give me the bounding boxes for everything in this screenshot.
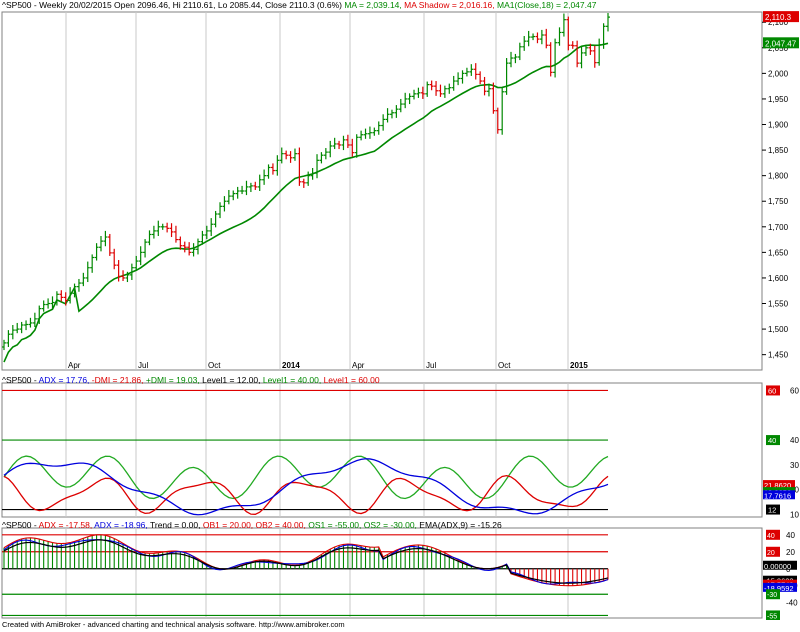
y-tick-label: 2,000 bbox=[768, 69, 789, 78]
level-tag bbox=[766, 610, 780, 621]
y-tick-label: 1,600 bbox=[768, 274, 789, 283]
adx-frame bbox=[1, 382, 763, 518]
value-tag bbox=[763, 480, 795, 490]
header-segment: OS2 = -30.00, bbox=[363, 520, 420, 530]
header-segment: ^SP500 - bbox=[2, 520, 39, 530]
level-tag-label: 60 bbox=[768, 386, 776, 395]
y-tick-label: -40 bbox=[786, 599, 798, 608]
value-tag-label: 2,110.3 bbox=[765, 13, 792, 22]
y-tick-label: 1,950 bbox=[768, 95, 789, 104]
oscillator-panel: ^SP500 - ADX = -17.58, ADX = -18.96, Tre… bbox=[0, 520, 800, 621]
oscillator-header: ^SP500 - ADX = -17.58, ADX = -18.96, Tre… bbox=[2, 520, 502, 530]
level-tag-label: 40 bbox=[768, 436, 776, 445]
price-header: ^SP500 - Weekly 20/02/2015 Open 2096.46,… bbox=[2, 0, 596, 10]
header-segment: ADX = -17.58, bbox=[38, 520, 95, 530]
minus-dmi-line bbox=[3, 474, 609, 515]
price-frame bbox=[1, 11, 763, 371]
level-tag-label: -30 bbox=[767, 592, 777, 599]
header-segment: EMA(ADX,9) = -15.26 bbox=[419, 520, 502, 530]
y-tick-label: 1,500 bbox=[768, 325, 789, 334]
price-panel: ^SP500 - Weekly 20/02/2015 Open 2096.46,… bbox=[1, 0, 799, 371]
header-segment: Level1 = 40.00, bbox=[262, 375, 324, 385]
level-tag-label: 12 bbox=[768, 506, 776, 515]
time-tick-label: Oct bbox=[208, 361, 221, 370]
header-segment: -DMI = 21.86, bbox=[91, 375, 146, 385]
y-tick-label: 1,900 bbox=[768, 121, 789, 130]
header-segment: ^SP500 - bbox=[2, 375, 39, 385]
y-tick-label: 1,850 bbox=[768, 146, 789, 155]
oscillator-frame bbox=[1, 527, 763, 619]
time-tick-label: 2014 bbox=[282, 361, 300, 370]
header-segment: MA = 2,039.14, bbox=[344, 0, 405, 10]
header-segment: OB2 = 40.00, bbox=[255, 520, 309, 530]
value-tag-label: 0.00000 bbox=[764, 562, 791, 571]
value-tag-label: 17.7616 bbox=[764, 491, 791, 500]
level-tag bbox=[766, 385, 780, 396]
header-segment: Trend = 0.00, bbox=[149, 520, 203, 530]
header-segment: OB1 = 20.00, bbox=[202, 520, 256, 530]
value-tag-label: 21.8620 bbox=[764, 481, 791, 490]
y-tick-label: 2,100 bbox=[768, 18, 789, 27]
y-tick-label: 1,450 bbox=[768, 351, 789, 360]
adx-osc-line-red bbox=[3, 534, 609, 587]
header-segment: Level1 = 60.00 bbox=[323, 375, 380, 385]
adx-header: ^SP500 - ADX = 17.76, -DMI = 21.86, +DMI… bbox=[2, 375, 380, 385]
time-tick-label: Jul bbox=[426, 361, 436, 370]
value-tag-label: 2,047.47 bbox=[765, 39, 797, 48]
adx-osc-line-blue bbox=[3, 539, 609, 585]
level-tag-label: 20 bbox=[767, 550, 775, 557]
level-tag bbox=[766, 546, 780, 557]
value-tag bbox=[763, 11, 799, 23]
value-tag-label: -18.9592 bbox=[764, 584, 794, 593]
y-tick-label: 1,750 bbox=[768, 197, 789, 206]
level-tag bbox=[766, 435, 780, 446]
moving-average-line bbox=[3, 42, 609, 363]
plus-dmi-line bbox=[3, 455, 609, 500]
value-tag bbox=[763, 582, 797, 592]
value-tag bbox=[763, 490, 795, 500]
time-tick-label: Oct bbox=[498, 361, 511, 370]
y-tick-label: 1,550 bbox=[768, 300, 789, 309]
header-segment: MA Shadow = 2,016.16, bbox=[404, 0, 497, 10]
time-tick-label: Apr bbox=[352, 361, 365, 370]
y-tick-label: 20 bbox=[786, 548, 795, 557]
y-tick-label: 30 bbox=[790, 461, 799, 470]
footer-credit: Created with AmiBroker - advanced charti… bbox=[2, 620, 345, 629]
level-tag bbox=[766, 529, 780, 540]
time-tick-label: 2015 bbox=[570, 361, 588, 370]
level-tag bbox=[766, 504, 780, 515]
level-tag-label: 40 bbox=[767, 533, 775, 540]
level-tag-label: -55 bbox=[767, 613, 777, 620]
header-segment: MA1(Close,18) = 2,047.47 bbox=[496, 0, 597, 10]
header-segment: ADX = -18.96, bbox=[94, 520, 150, 530]
header-segment: ADX = 17.76, bbox=[38, 375, 92, 385]
header-segment: ^SP500 - Weekly 20/02/2015 Open 2096.46,… bbox=[2, 0, 345, 10]
adx-panel: ^SP500 - ADX = 17.76, -DMI = 21.86, +DMI… bbox=[0, 375, 800, 520]
y-tick-label: 1,700 bbox=[768, 223, 789, 232]
y-tick-label: 60 bbox=[790, 386, 799, 395]
y-tick-label: 10 bbox=[790, 511, 799, 520]
time-tick-label: Jul bbox=[138, 361, 148, 370]
y-tick-label: 40 bbox=[790, 436, 799, 445]
value-tag bbox=[763, 37, 799, 49]
level-tag bbox=[766, 589, 780, 600]
y-tick-label: 1,650 bbox=[768, 248, 789, 257]
adx-line bbox=[3, 458, 609, 516]
header-segment: OS1 = -55.00, bbox=[308, 520, 364, 530]
ema-line bbox=[3, 539, 609, 584]
price-chart: Apr Jul Oct 2014 Apr Jul Oct 2015 1,450 1,500 1,55… bbox=[1, 11, 799, 371]
header-segment: Level1 = 12.00, bbox=[202, 375, 263, 385]
header-segment: +DMI = 19.03, bbox=[145, 375, 203, 385]
y-tick-label: 40 bbox=[786, 531, 795, 540]
y-tick-label: 1,800 bbox=[768, 172, 789, 181]
oscillator-chart: 40200-20-400.00000-15.2628-17.5749-18.95… bbox=[1, 527, 798, 621]
time-tick-label: Apr bbox=[68, 361, 81, 370]
value-tag bbox=[763, 560, 797, 570]
